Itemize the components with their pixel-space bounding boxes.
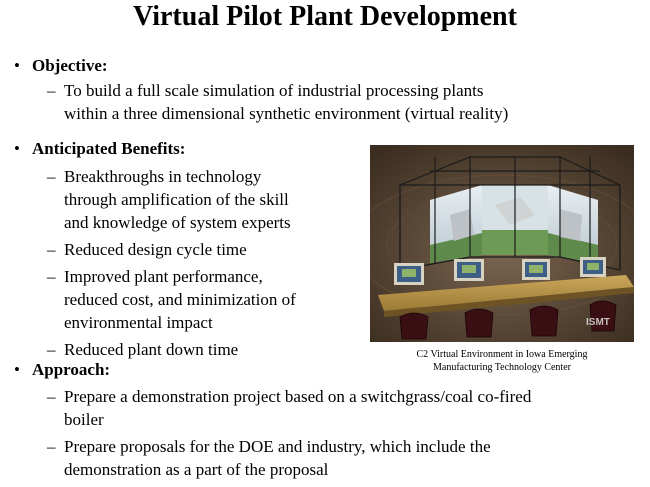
benefit-item-text: Reduced design cycle time [64, 240, 247, 259]
benefit-item: – Breakthroughs in technology through am… [47, 165, 347, 234]
benefit-item: – Reduced plant down time [47, 338, 347, 361]
approach-item: – Prepare a demonstration project based … [47, 385, 627, 431]
photo-caption-text: C2 Virtual Environment in Iowa Emerging … [416, 349, 588, 373]
ismt-logo: ISMT [586, 317, 610, 328]
objective-heading: Objective: [32, 56, 108, 75]
approach-item-text: Prepare a demonstration project based on… [64, 387, 532, 429]
benefit-item-text: Improved plant performance, reduced cost… [64, 267, 296, 332]
bullet-dot: • [14, 56, 20, 75]
benefit-item: – Improved plant performance, reduced co… [47, 265, 347, 334]
dash-mark: – [47, 437, 56, 456]
objective-item: – To build a full scale simulation of in… [47, 79, 607, 125]
bullet-dot: • [14, 360, 20, 379]
benefits-heading: Anticipated Benefits: [32, 139, 186, 158]
slide-title: Virtual Pilot Plant Development [133, 1, 517, 32]
c2-environment-illustration: ISMT [370, 145, 634, 342]
c2-environment-photo: ISMT [370, 145, 634, 342]
approach-bullet: • Approach: [14, 360, 354, 380]
benefit-item: – Reduced design cycle time [47, 238, 347, 261]
bullet-dot: • [14, 139, 20, 158]
dash-mark: – [47, 81, 56, 100]
benefit-item-text: Breakthroughs in technology through ampl… [64, 167, 291, 232]
dash-mark: – [47, 267, 56, 286]
approach-item-text: Prepare proposals for the DOE and indust… [64, 437, 491, 479]
dash-mark: – [47, 240, 56, 259]
objective-item-text: To build a full scale simulation of indu… [64, 81, 509, 123]
dash-mark: – [47, 167, 56, 186]
approach-item: – Prepare proposals for the DOE and indu… [47, 435, 627, 481]
dash-mark: – [47, 387, 56, 406]
benefit-item-text: Reduced plant down time [64, 340, 239, 359]
photo-caption: C2 Virtual Environment in Iowa Emerging … [372, 348, 632, 374]
objective-bullet: • Objective: [14, 56, 354, 76]
approach-heading: Approach: [32, 360, 111, 379]
benefits-bullet: • Anticipated Benefits: [14, 139, 354, 159]
dash-mark: – [47, 340, 56, 359]
